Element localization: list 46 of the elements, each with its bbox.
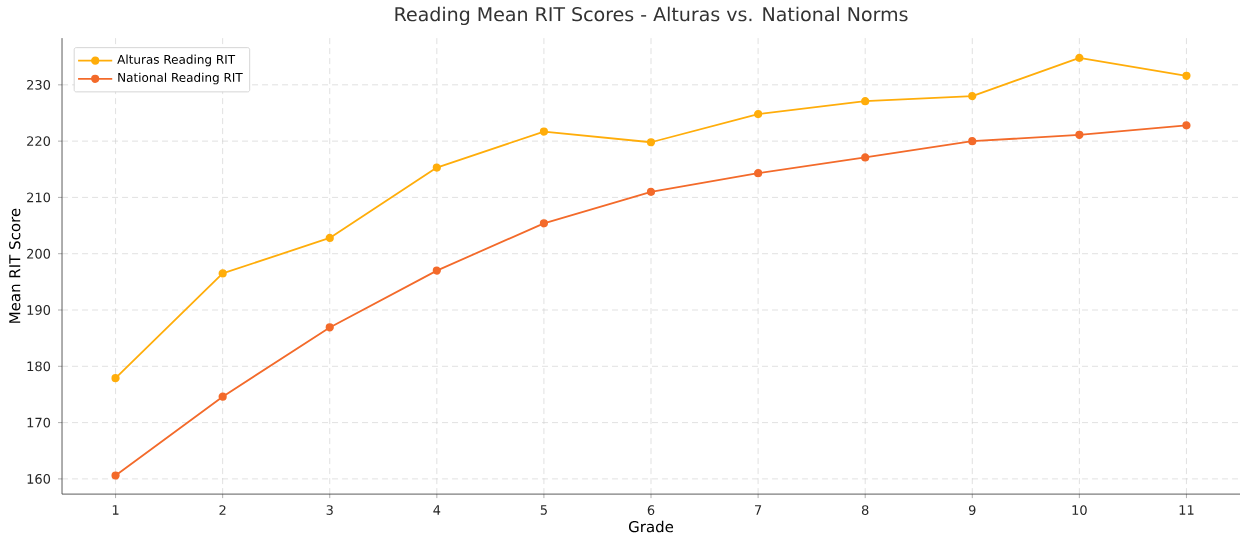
x-tick-label: 10 <box>1072 505 1087 515</box>
x-tick-label: 8 <box>861 505 869 515</box>
x-axis-title: Grade <box>628 520 674 533</box>
x-tick-label: 1 <box>112 505 119 515</box>
point <box>646 187 656 196</box>
y-tick-label: 210 <box>27 192 51 203</box>
point <box>754 110 763 119</box>
x-tick-label: 7 <box>755 505 762 515</box>
legend-label: National Reading RIT <box>118 72 243 85</box>
y-tick-label: 170 <box>27 417 51 428</box>
point <box>539 127 549 136</box>
y-tick-label: 180 <box>27 361 51 372</box>
point <box>539 219 549 228</box>
y-axis-title: Mean RIT Score <box>9 208 21 323</box>
x-tick-label: 3 <box>326 505 333 515</box>
point <box>218 392 227 401</box>
y-tick-label: 200 <box>27 248 51 259</box>
point <box>754 169 763 178</box>
x-tick-label: 9 <box>968 505 976 515</box>
x-tick-label: 11 <box>1179 505 1194 515</box>
x-tick-label: 5 <box>540 505 547 515</box>
x-tick-label: 4 <box>433 505 441 515</box>
legend-label: Alturas Reading RIT <box>117 54 236 67</box>
x-tick-label: 6 <box>647 505 655 515</box>
point <box>1182 121 1191 130</box>
point <box>861 153 870 162</box>
y-tick-label: 220 <box>27 136 51 147</box>
point <box>646 138 656 147</box>
chart-title: Reading Mean RIT Scores - Alturas vs. National Norms <box>395 6 908 26</box>
point <box>861 97 870 106</box>
point <box>111 471 120 480</box>
point <box>1075 53 1084 62</box>
y-tick-label: 230 <box>27 79 51 90</box>
y-tick-label: 190 <box>27 305 51 315</box>
point <box>968 137 977 146</box>
point <box>1075 130 1084 140</box>
y-tick-label: 160 <box>27 474 51 484</box>
point <box>1182 71 1191 80</box>
point <box>325 323 334 332</box>
point <box>111 374 120 383</box>
point <box>968 91 977 101</box>
point <box>432 163 441 172</box>
point <box>432 266 441 275</box>
point <box>218 269 227 278</box>
x-tick-label: 2 <box>219 505 226 515</box>
point <box>325 233 334 243</box>
